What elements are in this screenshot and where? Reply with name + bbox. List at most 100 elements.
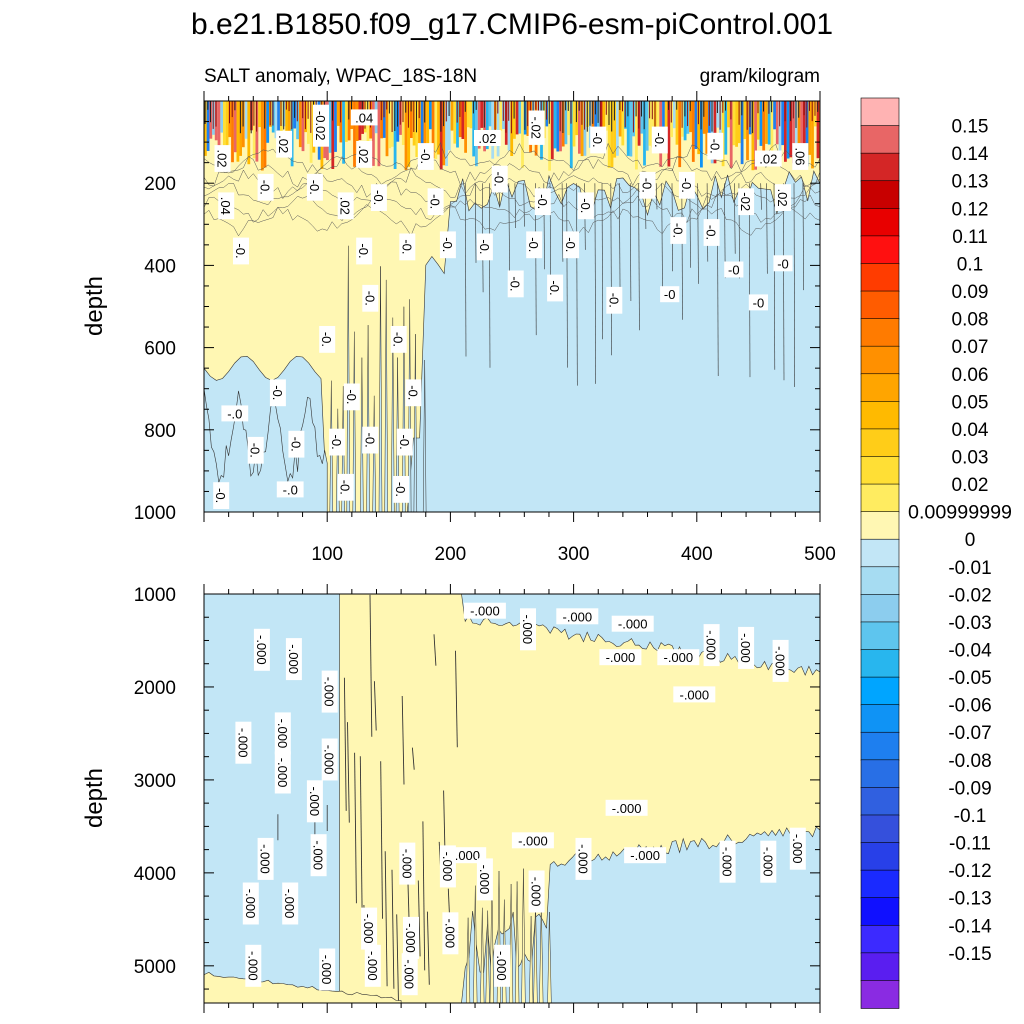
y-tick-label: 200 (144, 174, 176, 195)
contour-label: -.000 (520, 608, 536, 651)
contour-label: -0. (703, 219, 720, 246)
contour-label-box (738, 626, 755, 669)
colorbar-swatch (860, 814, 900, 844)
contour-label: .02 (214, 145, 231, 172)
contour-label-box (792, 143, 809, 170)
contour-line (508, 183, 510, 276)
contour-label-text: -.000 (470, 604, 500, 619)
surface-contour-cluster (210, 101, 211, 123)
surface-contour-cluster (407, 101, 409, 128)
contour-label-box (590, 126, 607, 154)
surface-anomaly-strip (735, 101, 738, 147)
contour-line (433, 634, 437, 666)
contour-label-text: -.000 (518, 833, 548, 848)
contour-label: -0. (247, 436, 264, 464)
surface-anomaly-strip (794, 101, 798, 158)
contour-label-box (439, 231, 456, 259)
colorbar-swatch (860, 869, 900, 899)
contour-label-box (773, 255, 793, 272)
surface-anomaly-strip (667, 101, 671, 167)
surface-contour-cluster (304, 101, 306, 130)
contour-label-text: -.000 (630, 848, 660, 863)
colorbar-swatch (860, 456, 900, 485)
surface-anomaly-strip (236, 101, 240, 162)
contour-label-box (362, 426, 379, 454)
contour-label-box (754, 150, 782, 167)
contour-label: -0. (306, 173, 323, 201)
surface-contour-cluster (589, 101, 591, 126)
surface-anomaly-strip (458, 101, 462, 138)
surface-contour-cluster (725, 101, 726, 111)
surface-anomaly-strip (377, 101, 381, 167)
contour-label-box (476, 233, 493, 261)
colorbar-swatch (860, 263, 900, 292)
surface-anomaly-strip (385, 101, 389, 157)
contour-label: -0. (577, 192, 594, 220)
contour-label-text: -.000 (477, 865, 492, 895)
contour-label-text: -.000 (773, 646, 788, 676)
contour-line (576, 183, 578, 386)
surface-contour-cluster (749, 101, 751, 128)
contour-label-text: -0. (563, 237, 578, 252)
surface-anomaly-strip (461, 101, 465, 139)
contour-label-box (491, 165, 508, 193)
contour-label: -.000 (399, 842, 416, 885)
surface-contour-cluster (687, 101, 689, 127)
contour-label: -.000 (274, 751, 291, 794)
colorbar-swatch (860, 538, 900, 568)
contour-label-box (253, 628, 270, 671)
surface-contour-cluster (285, 101, 287, 110)
surface-anomaly-strip (800, 101, 804, 161)
surface-contour-cluster (605, 101, 607, 115)
surface-anomaly-strip (694, 101, 698, 149)
contour-label: -0. (639, 171, 656, 199)
contour-label: -0. (337, 473, 354, 501)
contour-label-text: -.000 (254, 635, 269, 665)
contour-label-text: .06 (792, 147, 807, 165)
contour-label-text: -0. (492, 172, 507, 187)
contour-label-box (556, 608, 599, 625)
surface-contour-cluster (649, 101, 651, 119)
contour-label-text: -.000 (618, 617, 648, 632)
contour-label: -0. (288, 430, 305, 458)
contour-label: -0. (370, 184, 387, 212)
contour-label-box (528, 870, 545, 913)
x-tick-label: 300 (558, 544, 590, 565)
contour-label: -.000 (528, 870, 545, 913)
contour-line (373, 681, 377, 731)
surface-anomaly-strip (204, 101, 207, 156)
surface-contour-cluster (670, 101, 672, 123)
surface-contour-cluster (752, 101, 754, 134)
contour-label-text: -0. (391, 332, 406, 347)
surface-anomaly-strip (727, 101, 730, 128)
contour-label: -.000 (401, 953, 418, 996)
colorbar-swatch (860, 594, 900, 623)
contour-label: -0. (707, 132, 724, 160)
surface-anomaly-strip (288, 101, 291, 140)
contour-line (773, 183, 776, 370)
colorbar-label: -0.05 (948, 668, 991, 689)
contour-label-text: -.000 (243, 889, 258, 919)
surface-contour-cluster (280, 101, 282, 126)
contour-label-text: -0. (670, 223, 685, 238)
surface-contour-cluster (803, 101, 805, 116)
contour-label-box (651, 126, 668, 154)
surface-contour-cluster (307, 101, 309, 119)
contour-label-text: -0. (418, 149, 433, 164)
contour-label-box (748, 294, 768, 311)
positive-spike (465, 917, 471, 1003)
contour-line (802, 183, 804, 291)
contour-label-text: -.000 (679, 687, 709, 702)
contour-label-box (329, 428, 346, 456)
surface-contour-cluster (638, 101, 640, 129)
contour-label-text: -.000 (245, 951, 260, 981)
contour-label-text: -.000 (562, 609, 592, 624)
contour-label: .02 (775, 184, 791, 212)
contour-label-text: -0. (606, 293, 621, 308)
contour-label-text: -0. (338, 480, 353, 495)
contour-label-text: -.000 (612, 801, 642, 816)
contour-line (204, 154, 820, 188)
surface-contour-cluster (703, 101, 705, 117)
y-tick-label: 3000 (134, 771, 176, 792)
surface-anomaly-strip (616, 101, 619, 156)
